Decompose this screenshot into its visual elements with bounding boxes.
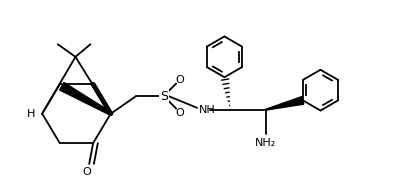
Text: O: O [176,74,184,85]
Polygon shape [266,97,304,110]
Polygon shape [59,83,112,115]
Text: O: O [176,107,184,118]
Text: NH: NH [199,105,216,115]
Text: NH₂: NH₂ [255,138,276,148]
Text: H: H [27,109,35,119]
Text: O: O [83,167,92,177]
Text: S: S [160,90,168,103]
